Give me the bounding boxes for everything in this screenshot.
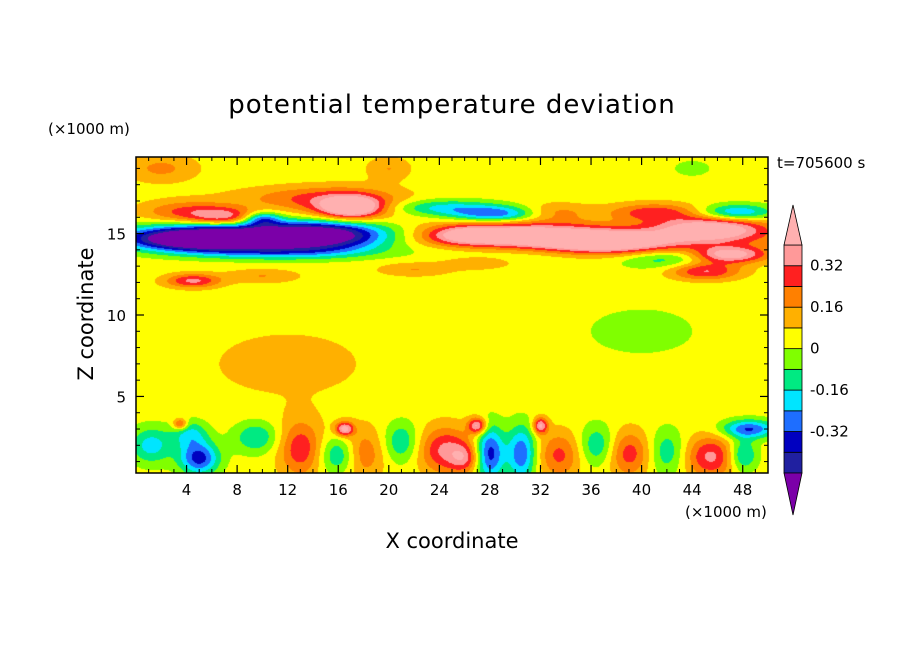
x-tick-label: 16 bbox=[329, 481, 348, 499]
colorbar-segment bbox=[783, 265, 803, 287]
colorbar-segment bbox=[783, 389, 803, 412]
x-axis-label: X coordinate bbox=[385, 529, 518, 553]
x-tick-label: 12 bbox=[278, 481, 297, 499]
colorbar-segment bbox=[783, 244, 803, 267]
x-tick-label: 40 bbox=[632, 481, 651, 499]
x-unit-label: (×1000 m) bbox=[685, 503, 767, 521]
colorbar-segment bbox=[783, 410, 803, 432]
x-tick-label: 4 bbox=[182, 481, 192, 499]
colorbar-segment bbox=[783, 286, 803, 308]
colorbar-tick-label: -0.16 bbox=[810, 381, 849, 399]
y-tick-label: 15 bbox=[107, 226, 126, 244]
x-tick-label: 8 bbox=[232, 481, 242, 499]
colorbar-tick-label: 0 bbox=[810, 340, 820, 358]
x-tick-label: 32 bbox=[531, 481, 550, 499]
colorbar-tick-label: 0.32 bbox=[810, 257, 843, 275]
colorbar-max-arrow bbox=[783, 204, 803, 246]
y-tick-label: 5 bbox=[116, 388, 126, 406]
x-tick-label: 28 bbox=[480, 481, 499, 499]
y-unit-label: (×1000 m) bbox=[48, 120, 130, 138]
heatmap-field bbox=[136, 157, 768, 473]
colorbar-segment bbox=[783, 348, 803, 370]
x-tick-label: 24 bbox=[430, 481, 449, 499]
colorbar-tick-label: -0.32 bbox=[810, 423, 849, 441]
chart-title: potential temperature deviation bbox=[228, 90, 675, 120]
y-axis-label: Z coordinate bbox=[74, 247, 98, 380]
colorbar: 0.32 0.16 0 -0.16 -0.32 bbox=[783, 204, 849, 516]
x-tick-label: 48 bbox=[733, 481, 752, 499]
colorbar-tick-label: 0.16 bbox=[810, 298, 843, 316]
time-label: t=705600 s bbox=[777, 154, 865, 172]
x-tick-label: 20 bbox=[379, 481, 398, 499]
colorbar-segment bbox=[783, 431, 803, 453]
x-tick-label: 44 bbox=[683, 481, 702, 499]
colorbar-segment bbox=[783, 451, 803, 474]
colorbar-min-arrow bbox=[783, 472, 803, 516]
colorbar-segment bbox=[783, 306, 803, 329]
y-tick-label: 10 bbox=[107, 307, 126, 325]
colorbar-segment bbox=[783, 327, 803, 350]
colorbar-segment bbox=[783, 368, 803, 391]
x-tick-label: 36 bbox=[581, 481, 600, 499]
